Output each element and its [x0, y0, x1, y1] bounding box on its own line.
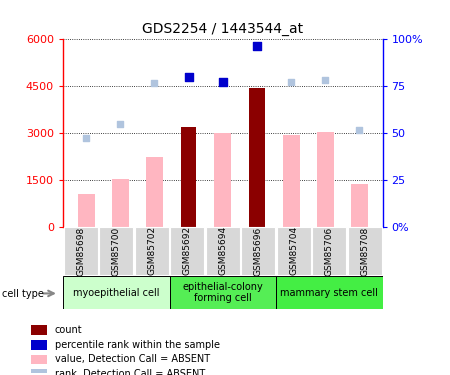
Bar [31, 355, 47, 364]
Point [253, 43, 261, 49]
Bar [214, 133, 231, 227]
Point [82, 135, 90, 141]
Text: GSM85698: GSM85698 [76, 226, 85, 276]
Bar [249, 88, 265, 227]
Text: epithelial-colony
forming cell: epithelial-colony forming cell [182, 282, 263, 303]
Text: rank, Detection Call = ABSENT: rank, Detection Call = ABSENT [55, 369, 205, 375]
Text: cell type: cell type [2, 290, 44, 299]
Text: GSM85704: GSM85704 [289, 226, 298, 275]
Bar [206, 227, 240, 274]
Bar [146, 157, 163, 227]
Text: value, Detection Call = ABSENT: value, Detection Call = ABSENT [55, 354, 210, 364]
Bar [170, 276, 276, 309]
Bar [348, 227, 382, 274]
Text: GSM85702: GSM85702 [147, 226, 156, 275]
Bar [64, 227, 98, 274]
Point [219, 79, 226, 85]
Bar [99, 227, 133, 274]
Bar [312, 227, 346, 274]
Bar [31, 340, 47, 350]
Bar [351, 184, 368, 227]
Text: mammary stem cell: mammary stem cell [280, 288, 378, 297]
Text: count: count [55, 325, 82, 335]
Point [151, 80, 158, 86]
Title: GDS2254 / 1443544_at: GDS2254 / 1443544_at [142, 22, 303, 36]
Bar [31, 369, 47, 375]
Text: GSM85694: GSM85694 [218, 226, 227, 275]
Bar [276, 276, 382, 309]
Bar [283, 135, 300, 227]
Bar [277, 227, 311, 274]
Point [288, 79, 295, 85]
Text: GSM85692: GSM85692 [183, 226, 192, 275]
Text: percentile rank within the sample: percentile rank within the sample [55, 340, 220, 350]
Bar [31, 326, 47, 335]
Text: GSM85706: GSM85706 [325, 226, 334, 276]
Point [356, 127, 363, 133]
Bar [112, 179, 129, 227]
Point [322, 77, 329, 83]
Point [185, 74, 192, 80]
Bar [170, 227, 204, 274]
Text: GSM85708: GSM85708 [360, 226, 369, 276]
Bar [241, 227, 275, 274]
Bar [135, 227, 169, 274]
Bar [63, 276, 170, 309]
Text: GSM85700: GSM85700 [112, 226, 121, 276]
Bar [181, 127, 196, 227]
Point [117, 121, 124, 127]
Text: GSM85696: GSM85696 [254, 226, 263, 276]
Bar [317, 132, 334, 227]
Point [219, 79, 226, 85]
Text: myoepithelial cell: myoepithelial cell [73, 288, 159, 297]
Bar [77, 194, 94, 227]
